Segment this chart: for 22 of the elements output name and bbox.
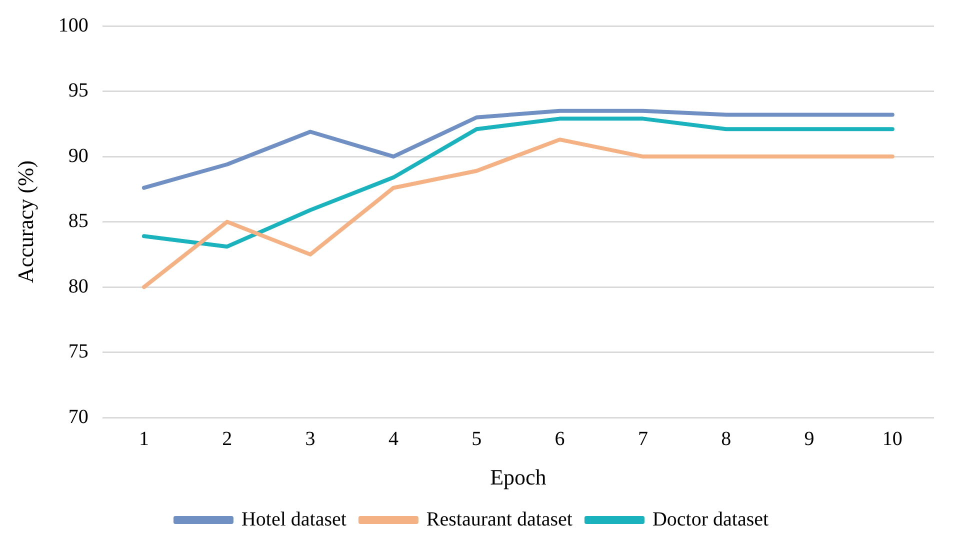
y-axis-title: Accuracy (%) — [12, 160, 38, 284]
y-tick-label: 100 — [58, 14, 88, 36]
y-tick-label: 70 — [68, 406, 88, 428]
legend-label: Hotel dataset — [241, 508, 347, 530]
x-tick-label: 6 — [554, 428, 565, 450]
x-tick-label: 3 — [305, 428, 316, 450]
x-tick-label: 5 — [472, 428, 482, 450]
x-tick-label: 1 — [138, 428, 149, 450]
x-tick-label: 10 — [882, 428, 902, 450]
x-tick-label: 8 — [721, 428, 732, 450]
legend-label: Doctor dataset — [652, 508, 769, 530]
y-tick-label: 75 — [68, 340, 88, 363]
y-tick-label: 85 — [68, 210, 88, 232]
x-tick-label: 7 — [638, 428, 648, 450]
y-tick-label: 95 — [68, 80, 88, 102]
x-tick-label: 4 — [388, 428, 398, 450]
y-tick-label: 80 — [68, 275, 88, 298]
x-axis-title: Epoch — [490, 464, 546, 490]
x-tick-label: 2 — [222, 428, 232, 450]
y-tick-label: 90 — [68, 144, 88, 167]
x-tick-label: 9 — [804, 428, 814, 450]
legend-label: Restaurant dataset — [426, 508, 573, 530]
